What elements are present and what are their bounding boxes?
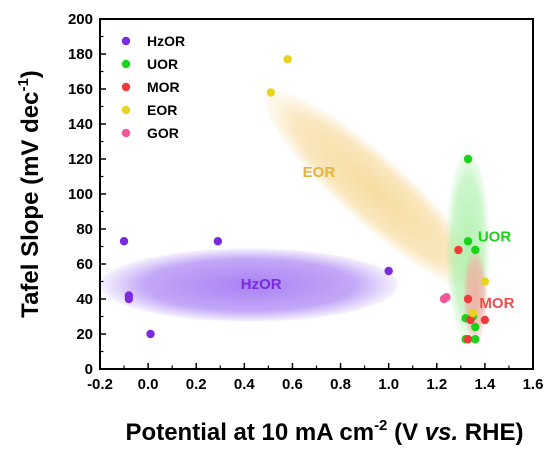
x-tick-label: 1.0 <box>378 376 399 393</box>
region-label-uor: UOR <box>478 229 512 246</box>
point-mor <box>463 294 473 304</box>
y-tick-label: 80 <box>76 221 93 238</box>
y-tick-label: 200 <box>68 11 93 28</box>
region-label-eor: EOR <box>303 164 336 181</box>
y-tick-label: 120 <box>68 151 93 168</box>
point-uor <box>471 245 480 255</box>
y-tick-label: 160 <box>68 81 93 98</box>
y-axis-title-sup: -1 <box>15 78 32 91</box>
x-axis-title-sup: -2 <box>374 417 387 434</box>
legend-label-hzor: HzOR <box>147 33 185 49</box>
region-label-hzor: HzOR <box>241 276 282 293</box>
x-tick-label: 1.6 <box>523 376 544 393</box>
region-labels: HzOR EOR UOR MOR <box>241 164 515 312</box>
point-eor <box>480 277 490 286</box>
x-tick-label: 0.0 <box>138 376 159 393</box>
x-tick-label: 0.6 <box>282 376 303 393</box>
point-gor <box>439 294 449 304</box>
legend-marker-gor <box>121 128 131 138</box>
legend-marker-eor <box>121 105 131 115</box>
scatter-points <box>119 55 490 344</box>
point-uor <box>471 322 480 332</box>
x-tick-label: -0.2 <box>87 376 113 393</box>
point-hzor <box>213 237 223 246</box>
point-mor <box>463 335 473 344</box>
legend-label-uor: UOR <box>147 56 178 72</box>
legend: HzOR UOR MOR EOR GOR <box>121 33 185 141</box>
legend-marker-uor <box>121 59 131 69</box>
region-ellipse-hzor <box>100 248 399 322</box>
region-ellipse-eor <box>264 90 484 291</box>
y-tick-label: 180 <box>68 46 93 63</box>
legend-marker-mor <box>121 82 131 92</box>
point-uor <box>463 154 473 164</box>
point-eor <box>266 88 275 97</box>
point-uor <box>463 237 473 246</box>
y-tick-label: 20 <box>76 326 93 343</box>
legend-label-mor: MOR <box>147 79 180 95</box>
x-axis-title-open: (V <box>387 419 424 446</box>
y-tick-label: 0 <box>85 361 93 378</box>
x-axis-title-close: RHE) <box>458 419 523 446</box>
y-axis-title: Tafel Slope (mV dec-1) <box>15 70 44 318</box>
point-mor <box>466 315 475 325</box>
legend-marker-hzor <box>121 36 131 46</box>
x-axis-title-main: Potential at 10 mA cm <box>126 419 375 446</box>
region-ellipses <box>100 90 490 343</box>
point-hzor <box>124 294 134 304</box>
legend-label-gor: GOR <box>147 125 179 141</box>
point-eor <box>283 55 292 64</box>
x-axis-ticks: -0.2 0.0 0.2 0.4 0.6 0.8 1.0 1.2 1.4 1.6 <box>87 363 543 393</box>
x-tick-label: 1.2 <box>426 376 447 393</box>
y-tick-label: 140 <box>68 116 93 133</box>
y-tick-label: 40 <box>76 291 93 308</box>
y-axis-title-main: Tafel Slope (mV dec <box>17 92 44 318</box>
point-mor <box>480 315 490 325</box>
legend-label-eor: EOR <box>147 102 177 118</box>
y-axis-ticks: 0 20 40 60 80 100 120 140 160 180 200 <box>68 11 106 378</box>
point-hzor <box>146 329 155 339</box>
x-axis-title-vs: vs. <box>425 419 458 446</box>
point-hzor <box>384 266 393 276</box>
y-tick-label: 100 <box>68 186 93 203</box>
point-uor <box>471 335 480 344</box>
point-mor <box>454 245 463 255</box>
x-axis-title: Potential at 10 mA cm-2 (V vs. RHE) <box>126 417 524 446</box>
point-eor <box>468 308 478 318</box>
point-hzor <box>119 237 129 246</box>
x-tick-label: 1.4 <box>474 376 496 393</box>
y-tick-label: 60 <box>76 256 93 273</box>
x-tick-label: 0.4 <box>234 376 256 393</box>
x-tick-label: 0.2 <box>186 376 207 393</box>
region-label-mor: MOR <box>479 295 514 312</box>
x-tick-label: 0.8 <box>330 376 351 393</box>
y-axis-title-close: ) <box>17 70 44 78</box>
